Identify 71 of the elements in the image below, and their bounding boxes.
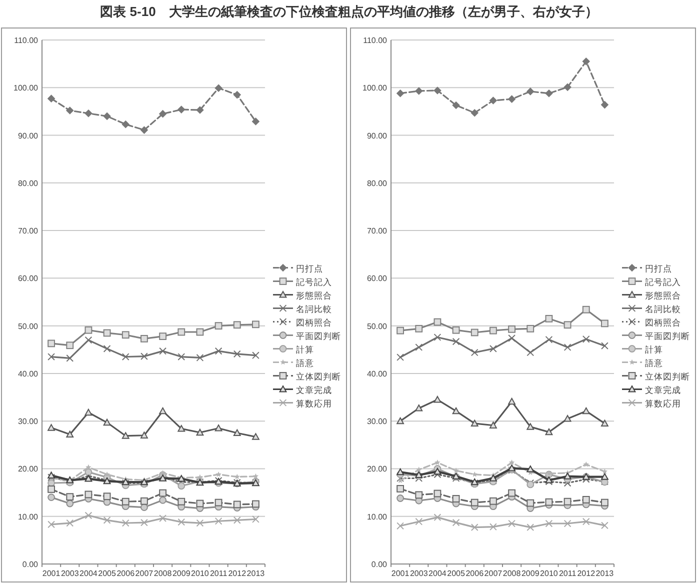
- y-tick-label: 60.00: [366, 274, 388, 284]
- y-tick-label: 30.00: [18, 417, 39, 426]
- x-tick-label: 2012: [577, 569, 596, 578]
- y-tick-label: 40.00: [18, 369, 39, 378]
- y-tick-label: 20.00: [366, 464, 388, 474]
- x-tick-label: 2006: [116, 569, 136, 578]
- x-tick-label: 2012: [228, 569, 247, 578]
- x-tick-label: 2001: [42, 569, 61, 578]
- x-tick-label: 2013: [246, 569, 266, 578]
- y-tick-label: 50.00: [366, 322, 388, 331]
- y-tick-label: 0.00: [22, 560, 39, 569]
- y-tick-label: 110.00: [363, 36, 388, 45]
- x-tick-label: 2011: [210, 569, 228, 578]
- y-tick-label: 50.00: [18, 322, 39, 331]
- legend-label: 立体図判断: [645, 371, 690, 382]
- legend-label: 計算: [296, 344, 314, 354]
- x-tick-label: 2011: [558, 569, 577, 578]
- y-tick-label: 10.00: [366, 512, 388, 522]
- y-tick-label: 100.00: [362, 84, 388, 93]
- y-tick-label: 80.00: [18, 178, 39, 188]
- x-tick-label: 2001: [391, 569, 410, 578]
- x-tick-label: 2009: [172, 569, 191, 578]
- y-tick-label: 90.00: [18, 131, 39, 140]
- legend-label: 算数応用: [645, 398, 681, 408]
- legend-label: 算数応用: [296, 398, 332, 408]
- x-tick-label: 2004: [428, 569, 447, 578]
- legend-label: 記号記入: [645, 276, 681, 287]
- y-tick-label: 60.00: [18, 274, 39, 284]
- y-tick-label: 80.00: [366, 178, 388, 188]
- legend-label: 平面図判断: [645, 330, 690, 341]
- legend-label: 円打点: [296, 263, 323, 274]
- x-tick-label: 2005: [447, 569, 466, 578]
- legend-label: 計算: [645, 344, 663, 354]
- y-tick-label: 110.00: [14, 36, 39, 45]
- x-tick-label: 2003: [410, 569, 428, 578]
- x-tick-label: 2008: [502, 569, 522, 578]
- legend-label: 文章完成: [296, 384, 332, 395]
- legend-label: 語意: [296, 358, 314, 368]
- y-tick-label: 100.00: [14, 84, 39, 93]
- x-tick-label: 2008: [154, 569, 172, 578]
- y-tick-label: 20.00: [18, 464, 39, 474]
- x-tick-label: 2009: [521, 569, 540, 578]
- legend-label: 図柄照合: [296, 317, 332, 328]
- x-tick-label: 2003: [60, 569, 80, 578]
- legend-label: 円打点: [645, 263, 672, 274]
- legend-label: 名詞比較: [645, 304, 681, 314]
- legend-label: 平面図判断: [296, 330, 341, 341]
- y-tick-label: 70.00: [366, 226, 388, 236]
- legend-label: 形態照合: [296, 290, 332, 300]
- x-tick-label: 2010: [540, 569, 558, 578]
- legend-label: 立体図判断: [296, 371, 341, 382]
- y-tick-label: 90.00: [366, 131, 388, 140]
- legend-label: 文章完成: [645, 384, 681, 395]
- x-tick-label: 2005: [98, 569, 116, 578]
- legend-label: 記号記入: [296, 276, 332, 287]
- y-tick-label: 0.00: [371, 560, 388, 569]
- y-tick-label: 30.00: [366, 417, 388, 426]
- y-tick-label: 70.00: [18, 226, 39, 236]
- x-tick-label: 2007: [484, 569, 503, 578]
- text: 図表 5-10 大学生の紙筆検査の下位検査粗点の平均値の推移（左が男子、右が女子）: [100, 4, 598, 19]
- x-tick-label: 2006: [466, 569, 484, 578]
- legend-label: 形態照合: [645, 290, 681, 300]
- x-tick-label: 2010: [191, 569, 210, 578]
- legend-label: 語意: [645, 358, 663, 368]
- x-tick-label: 2007: [135, 569, 154, 578]
- y-tick-label: 10.00: [18, 512, 39, 522]
- y-tick-label: 40.00: [366, 369, 388, 378]
- legend-label: 名詞比較: [296, 304, 332, 314]
- x-tick-label: 2004: [80, 569, 98, 578]
- x-tick-label: 2013: [596, 569, 614, 578]
- legend-label: 図柄照合: [645, 317, 681, 328]
